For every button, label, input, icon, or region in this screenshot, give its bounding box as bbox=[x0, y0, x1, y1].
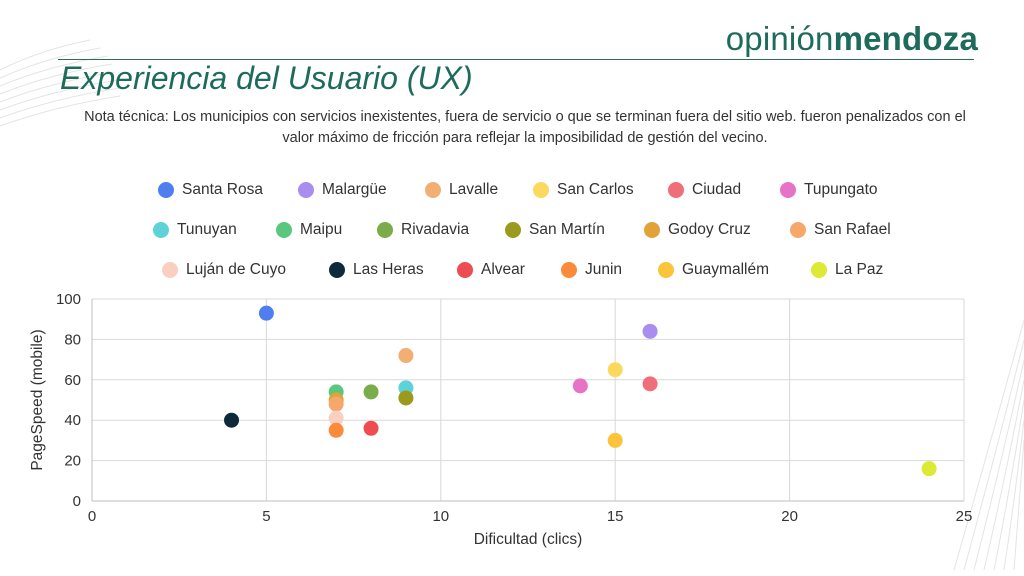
y-tick-label: 40 bbox=[64, 412, 81, 429]
y-tick-label: 60 bbox=[64, 372, 81, 389]
legend-marker bbox=[668, 182, 684, 198]
data-point-san-carlos bbox=[607, 362, 623, 378]
data-point-las-heras bbox=[224, 412, 240, 428]
brand-logo-bold: mendoza bbox=[833, 20, 978, 57]
x-tick-label: 0 bbox=[88, 508, 96, 525]
brand-logo-light: opinión bbox=[725, 20, 834, 57]
legend-label: Alvear bbox=[481, 261, 525, 278]
legend-marker bbox=[162, 262, 178, 278]
legend-item-tupungato: Tupungato bbox=[780, 178, 878, 202]
legend-item-tunuyan: Tunuyan bbox=[153, 218, 237, 242]
data-point-tupungato bbox=[572, 378, 588, 394]
legend-item-alvear: Alvear bbox=[457, 258, 525, 282]
legend-label: Malargüe bbox=[322, 181, 387, 198]
legend-label: La Paz bbox=[835, 261, 884, 278]
legend-item-san-carlos: San Carlos bbox=[533, 178, 634, 202]
legend-marker bbox=[780, 182, 796, 198]
legend-label: Godoy Cruz bbox=[668, 221, 751, 238]
legend-marker bbox=[658, 262, 674, 278]
y-tick-label: 100 bbox=[56, 291, 81, 308]
x-tick-label: 5 bbox=[262, 508, 270, 525]
legend-label: Maipu bbox=[300, 221, 343, 238]
legend-marker bbox=[276, 222, 292, 238]
legend-label: San Rafael bbox=[814, 221, 891, 238]
data-point-rivadavia bbox=[363, 384, 379, 400]
legend-label: San Carlos bbox=[557, 181, 634, 198]
legend-item-lavalle: Lavalle bbox=[425, 178, 498, 202]
legend-item-santa-rosa: Santa Rosa bbox=[158, 178, 263, 202]
legend-marker bbox=[298, 182, 314, 198]
slide-title: Experiencia del Usuario (UX) bbox=[60, 60, 473, 96]
legend-item-ciudad: Ciudad bbox=[668, 178, 741, 202]
legend-marker bbox=[533, 182, 549, 198]
y-tick-label: 0 bbox=[73, 493, 81, 510]
legend-label: Guaymallém bbox=[682, 261, 769, 278]
data-point-santa-rosa bbox=[258, 305, 274, 321]
legend-marker bbox=[505, 222, 521, 238]
legend-item-la-paz: La Paz bbox=[811, 258, 883, 282]
legend-label: Ciudad bbox=[692, 181, 742, 198]
legend-item-rivadavia: Rivadavia bbox=[377, 218, 469, 242]
legend-marker bbox=[377, 222, 393, 238]
data-point-ciudad bbox=[642, 376, 658, 392]
x-tick-label: 15 bbox=[607, 508, 624, 525]
legend-label: San Martín bbox=[529, 221, 605, 238]
legend-label: Lavalle bbox=[449, 181, 499, 198]
legend-item-las-heras: Las Heras bbox=[329, 258, 424, 282]
legend-marker bbox=[561, 262, 577, 278]
legend-marker bbox=[457, 262, 473, 278]
data-point-alvear bbox=[363, 420, 379, 436]
legend-marker bbox=[811, 262, 827, 278]
data-point-junin bbox=[328, 422, 344, 438]
data-point-san-rafael bbox=[328, 396, 344, 412]
legend-marker bbox=[425, 182, 441, 198]
legend-item-maipu: Maipu bbox=[276, 218, 342, 242]
legend-label: Tupungato bbox=[804, 181, 878, 198]
technical-note: Nota técnica: Los municipios con servici… bbox=[84, 109, 966, 146]
legend-item-godoy-cruz: Godoy Cruz bbox=[644, 218, 751, 242]
data-point-la-paz bbox=[921, 461, 937, 477]
data-point-lujan-de-cuyo bbox=[328, 410, 344, 426]
legend-label: Santa Rosa bbox=[182, 181, 263, 198]
legend-marker bbox=[790, 222, 806, 238]
legend-marker bbox=[158, 182, 174, 198]
legend-label: Rivadavia bbox=[401, 221, 470, 238]
data-point-malargue bbox=[642, 323, 658, 339]
legend-label: Tunuyan bbox=[177, 221, 237, 238]
legend-item-malargue: Malargüe bbox=[298, 178, 387, 202]
legend-label: Luján de Cuyo bbox=[186, 261, 286, 278]
legend-label: Junin bbox=[585, 261, 623, 278]
header-divider bbox=[58, 59, 974, 60]
x-axis-title: Dificultad (clics) bbox=[474, 531, 583, 548]
data-point-lavalle bbox=[398, 348, 414, 364]
data-point-guaymallem bbox=[607, 432, 623, 448]
y-tick-label: 20 bbox=[64, 453, 81, 470]
brand-logo: opiniónmendoza bbox=[726, 20, 978, 58]
legend-marker bbox=[644, 222, 660, 238]
legend-item-san-martin: San Martín bbox=[505, 218, 605, 242]
x-tick-label: 10 bbox=[432, 508, 449, 525]
legend-marker bbox=[153, 222, 169, 238]
legend-item-lujan-de-cuyo: Luján de Cuyo bbox=[162, 258, 286, 282]
legend-marker bbox=[329, 262, 345, 278]
legend-item-junin: Junin bbox=[561, 258, 622, 282]
x-tick-label: 25 bbox=[956, 508, 973, 525]
legend-item-guaymallem: Guaymallém bbox=[658, 258, 769, 282]
x-tick-label: 20 bbox=[781, 508, 798, 525]
y-axis-title: PageSpeed (mobile) bbox=[29, 329, 46, 470]
y-tick-label: 80 bbox=[64, 331, 81, 348]
legend-label: Las Heras bbox=[353, 261, 424, 278]
legend-item-san-rafael: San Rafael bbox=[790, 218, 891, 242]
data-point-san-martin bbox=[398, 390, 414, 406]
